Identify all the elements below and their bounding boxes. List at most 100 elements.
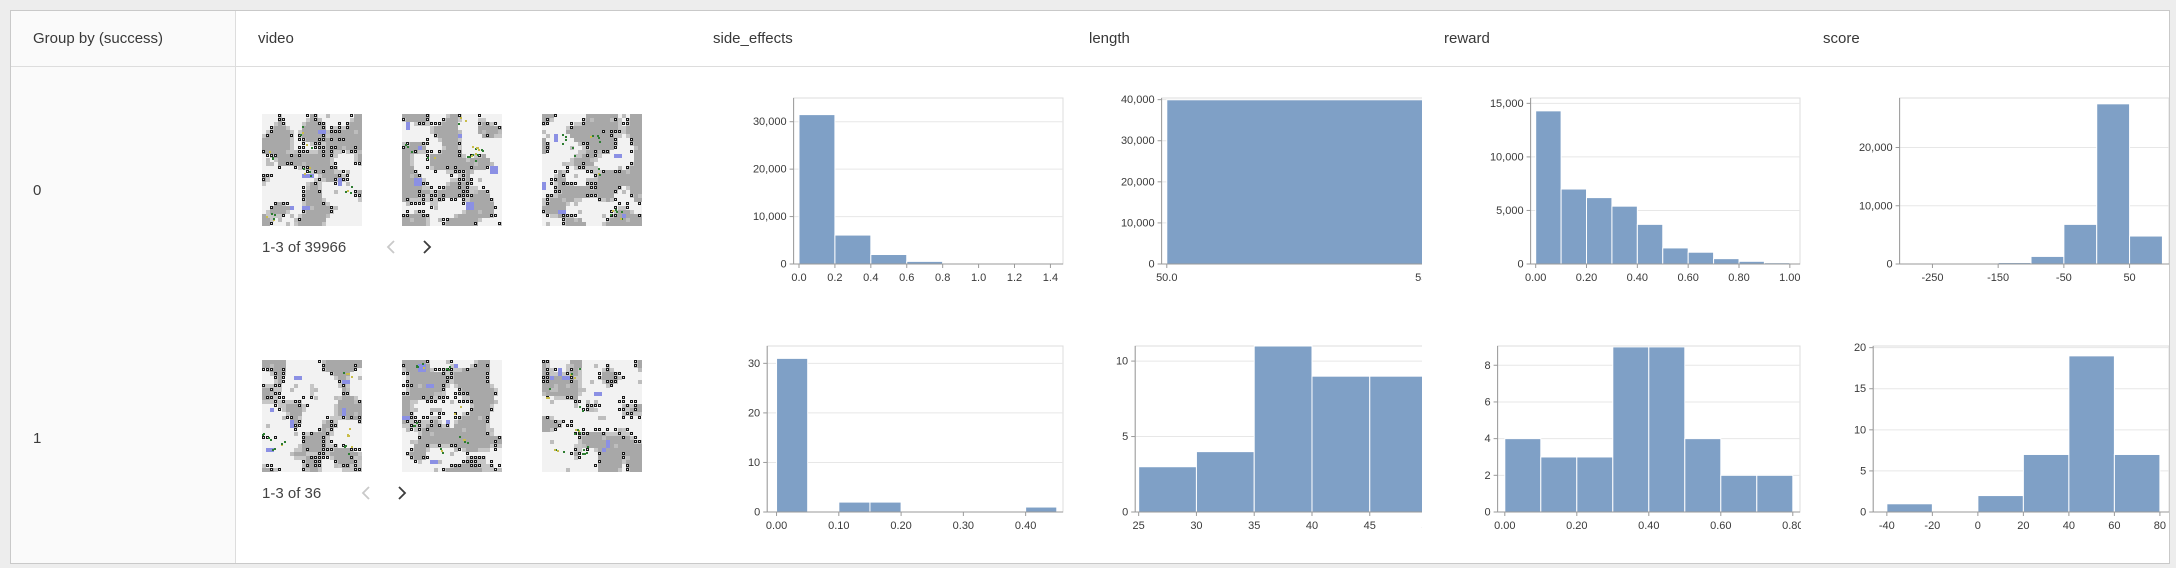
video-thumbnail[interactable]	[262, 360, 362, 472]
cell-score-histogram[interactable]: 0 5 10 15 20 -40 -20 0 20 40 60 80	[1801, 313, 2169, 563]
column-header-side-effects[interactable]: side_effects	[691, 11, 1067, 67]
pagination-label: 1-3 of 36	[262, 484, 322, 502]
svg-text:20: 20	[748, 407, 760, 419]
group-value-cell: 1	[11, 313, 236, 563]
video-thumbnail[interactable]	[402, 360, 502, 472]
svg-text:10,000: 10,000	[1121, 217, 1155, 229]
svg-text:0.20: 0.20	[1566, 520, 1587, 532]
svg-text:4: 4	[1484, 433, 1490, 445]
previous-page-button[interactable]	[380, 237, 402, 257]
svg-text:0.80: 0.80	[1782, 520, 1801, 532]
score-histogram: 0 10,000 20,000 -250 -150 -50 50	[1847, 90, 2169, 290]
side-effects-histogram: 0 10 20 30 0.00 0.10 0.20 0.30 0.40	[741, 338, 1067, 538]
cell-reward-histogram[interactable]: 0 5,000 10,000 15,000 0.00 0.20 0.40 0.60 0.80 1.…	[1422, 67, 1801, 313]
svg-text:0: 0	[1860, 507, 1866, 519]
video-thumbnail[interactable]	[542, 360, 642, 472]
svg-text:20,000: 20,000	[1859, 142, 1893, 154]
svg-text:60: 60	[2108, 520, 2120, 532]
svg-text:5: 5	[1860, 465, 1866, 477]
previous-page-button[interactable]	[355, 483, 377, 503]
svg-text:50: 50	[2123, 272, 2135, 284]
svg-text:0.2: 0.2	[827, 272, 842, 284]
svg-text:10: 10	[748, 457, 760, 469]
svg-text:10,000: 10,000	[1490, 151, 1524, 163]
svg-text:15,000: 15,000	[1490, 98, 1524, 110]
svg-text:45: 45	[1364, 520, 1376, 532]
svg-text:0.00: 0.00	[1525, 272, 1546, 284]
svg-text:40: 40	[2063, 520, 2075, 532]
svg-text:20: 20	[2017, 520, 2029, 532]
svg-text:0.00: 0.00	[766, 520, 787, 532]
cell-side-effects-histogram[interactable]: 0 10,000 20,000 30,000 0.0 0.2 0.4 0.6 0.8 1.0 1.2…	[691, 67, 1067, 313]
svg-text:-20: -20	[1924, 520, 1940, 532]
group-value-cell: 0	[11, 67, 236, 313]
cell-length-histogram[interactable]: 0 10,000 20,000 30,000 40,000 50.0 55.0	[1067, 67, 1422, 313]
cell-score-histogram[interactable]: 0 10,000 20,000 -250 -150 -50 50	[1801, 67, 2169, 313]
column-header-length[interactable]: length	[1067, 11, 1422, 67]
grouped-runs-table: Group by (success) video side_effects le…	[10, 10, 2170, 564]
cell-side-effects-histogram[interactable]: 0 10 20 30 0.00 0.10 0.20 0.30 0.40	[691, 313, 1067, 563]
svg-text:0: 0	[1148, 259, 1154, 271]
next-page-button[interactable]	[416, 237, 438, 257]
svg-text:5,000: 5,000	[1496, 205, 1524, 217]
svg-text:0.0: 0.0	[791, 272, 806, 284]
svg-text:0: 0	[1886, 259, 1892, 271]
svg-text:20,000: 20,000	[1121, 176, 1155, 188]
length-histogram: 0 10,000 20,000 30,000 40,000 50.0 55.0	[1109, 90, 1422, 290]
video-thumbnail[interactable]	[542, 114, 642, 226]
svg-text:25: 25	[1133, 520, 1145, 532]
svg-text:0.40: 0.40	[1015, 520, 1036, 532]
reward-histogram: 0 5,000 10,000 15,000 0.00 0.20 0.40 0.60 0.80 1.…	[1478, 90, 1801, 290]
side-effects-histogram: 0 10,000 20,000 30,000 0.0 0.2 0.4 0.6 0.8 1.0 1.2…	[741, 90, 1067, 290]
svg-text:50.0: 50.0	[1156, 272, 1177, 284]
cell-length-histogram[interactable]: 0 5 10 25 30 35 40 45 50	[1067, 313, 1422, 563]
svg-text:0.4: 0.4	[863, 272, 878, 284]
svg-text:8: 8	[1484, 360, 1490, 372]
svg-text:50: 50	[1421, 520, 1422, 532]
svg-text:20,000: 20,000	[753, 164, 787, 176]
svg-text:0.80: 0.80	[1728, 272, 1749, 284]
svg-text:30: 30	[748, 358, 760, 370]
svg-text:0: 0	[754, 507, 760, 519]
column-header-reward[interactable]: reward	[1422, 11, 1801, 67]
svg-text:0.6: 0.6	[899, 272, 914, 284]
svg-text:0.60: 0.60	[1677, 272, 1698, 284]
svg-text:15: 15	[1854, 383, 1866, 395]
svg-text:20: 20	[1854, 342, 1866, 354]
video-cell: 1-3 of 36	[236, 313, 691, 563]
svg-text:35: 35	[1248, 520, 1260, 532]
svg-text:30,000: 30,000	[1121, 135, 1155, 147]
cell-reward-histogram[interactable]: 0 2 4 6 8 0.00 0.20 0.40 0.60 0.80	[1422, 313, 1801, 563]
chevron-left-icon	[386, 240, 395, 254]
svg-text:0.20: 0.20	[1576, 272, 1597, 284]
video-thumbnail[interactable]	[262, 114, 362, 226]
column-header-score[interactable]: score	[1801, 11, 2169, 67]
svg-text:10: 10	[1116, 356, 1128, 368]
svg-text:30: 30	[1190, 520, 1202, 532]
svg-text:-40: -40	[1879, 520, 1895, 532]
chevron-right-icon	[423, 240, 432, 254]
svg-text:55.0: 55.0	[1415, 272, 1422, 284]
svg-text:5: 5	[1122, 431, 1128, 443]
length-histogram: 0 5 10 25 30 35 40 45 50	[1109, 338, 1422, 538]
svg-text:6: 6	[1484, 396, 1490, 408]
svg-text:0.00: 0.00	[1494, 520, 1515, 532]
svg-text:0.20: 0.20	[890, 520, 911, 532]
svg-text:0: 0	[780, 259, 786, 271]
svg-text:10: 10	[1854, 424, 1866, 436]
svg-text:80: 80	[2154, 520, 2166, 532]
svg-text:1.00: 1.00	[1779, 272, 1800, 284]
pagination: 1-3 of 36	[262, 481, 691, 505]
video-thumbnail[interactable]	[402, 114, 502, 226]
column-header-group-by[interactable]: Group by (success)	[11, 11, 236, 67]
svg-text:10,000: 10,000	[1859, 200, 1893, 212]
svg-text:0: 0	[1122, 507, 1128, 519]
column-header-video[interactable]: video	[236, 11, 691, 67]
svg-text:0.8: 0.8	[935, 272, 950, 284]
svg-text:0.10: 0.10	[828, 520, 849, 532]
svg-text:-50: -50	[2056, 272, 2072, 284]
video-cell: 1-3 of 39966	[236, 67, 691, 313]
next-page-button[interactable]	[391, 483, 413, 503]
svg-text:-250: -250	[1921, 272, 1943, 284]
